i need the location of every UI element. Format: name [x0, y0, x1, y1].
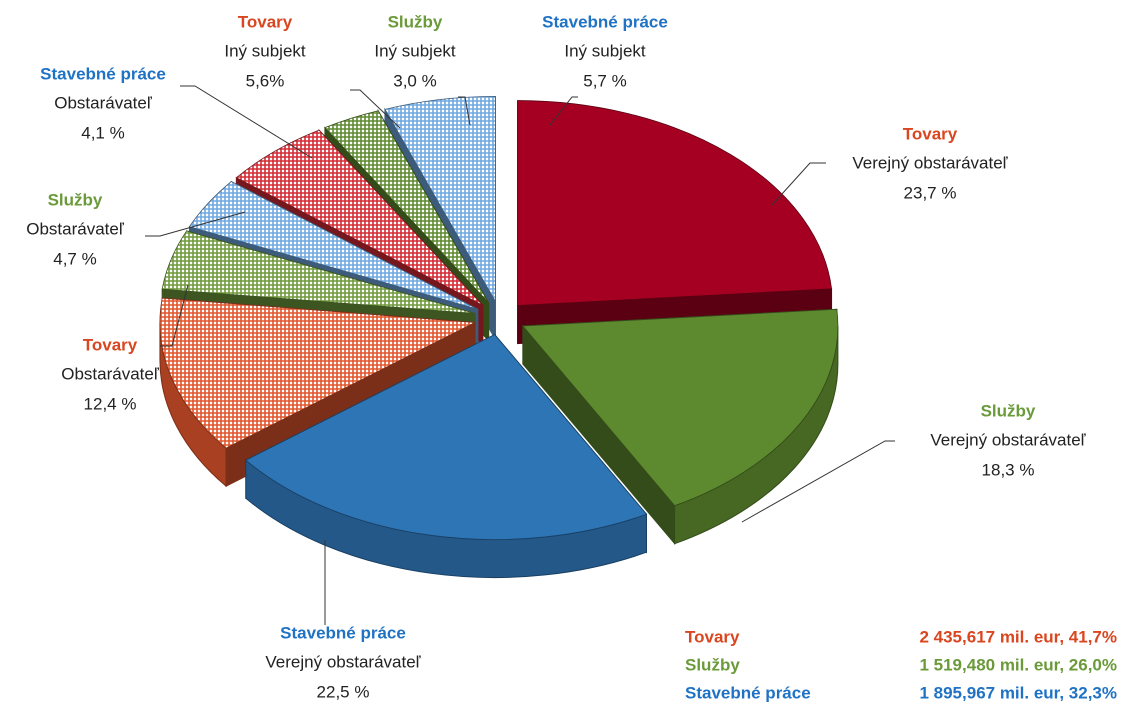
- slice-value-label: 18,3 %: [982, 460, 1035, 479]
- slice-category-label: Iný subjekt: [374, 41, 456, 60]
- slice-top: [159, 297, 477, 449]
- slice-top: [324, 110, 489, 304]
- slice-top: [522, 308, 839, 507]
- slice-group-label: Služby: [388, 12, 443, 31]
- slice-category-label: Obstarávateľ: [54, 93, 153, 112]
- leader-line: [549, 96, 578, 126]
- slice-value-label: 4,7 %: [53, 249, 96, 268]
- slice-category-label: Obstarávateľ: [61, 364, 160, 383]
- slice-group-label: Stavebné práce: [280, 623, 406, 642]
- slice-top: [235, 129, 484, 306]
- leader-line: [180, 85, 313, 159]
- summary-text: 2 435,617 mil. eur, 41,7%: [919, 627, 1117, 646]
- slice-group-label: Tovary: [903, 124, 958, 143]
- slice-value-label: 22,5 %: [317, 682, 370, 701]
- slice-group-label: Služby: [981, 401, 1036, 420]
- slice-category-label: Iný subjekt: [564, 41, 646, 60]
- slice-value-label: 5,7 %: [583, 71, 626, 90]
- slice: [159, 297, 477, 488]
- summary-name: Služby: [685, 655, 740, 674]
- slice-group-label: Stavebné práce: [40, 64, 166, 83]
- slice-group-label: Stavebné práce: [542, 12, 668, 31]
- leader-line: [771, 162, 826, 206]
- slice-category-label: Obstarávateľ: [26, 219, 125, 238]
- slice-value-label: 5,6%: [246, 71, 285, 90]
- slice: [517, 100, 833, 345]
- leader-line: [741, 440, 895, 523]
- leader-line: [160, 284, 189, 347]
- slice-category-label: Verejný obstarávateľ: [265, 652, 421, 671]
- slice-value-label: 12,4 %: [84, 394, 137, 413]
- summary-text: 1 895,967 mil. eur, 32,3%: [919, 683, 1117, 702]
- summary-name: Stavebné práce: [685, 683, 811, 702]
- leader-line: [458, 96, 471, 126]
- slice-top: [188, 181, 478, 310]
- summary-name: Tovary: [685, 627, 740, 646]
- leader-line: [145, 211, 246, 237]
- slice-value-label: 3,0 %: [393, 71, 436, 90]
- slice-top: [161, 230, 476, 314]
- slice-group-label: Služby: [48, 190, 103, 209]
- slice-category-label: Verejný obstarávateľ: [852, 153, 1008, 172]
- slice-top: [245, 334, 648, 540]
- summary-text: 1 519,480 mil. eur, 26,0%: [919, 655, 1117, 674]
- slice: [522, 308, 839, 546]
- slice-group-label: Tovary: [238, 12, 293, 31]
- slice-group-label: Tovary: [83, 335, 138, 354]
- slice-top: [384, 95, 496, 303]
- slice-value-label: 4,1 %: [81, 123, 124, 142]
- slice: [245, 333, 648, 579]
- slice-category-label: Iný subjekt: [224, 41, 306, 60]
- slice-top: [517, 100, 833, 306]
- slice-value-label: 23,7 %: [904, 183, 957, 202]
- slice-category-label: Verejný obstarávateľ: [930, 430, 1086, 449]
- leader-line: [350, 89, 401, 129]
